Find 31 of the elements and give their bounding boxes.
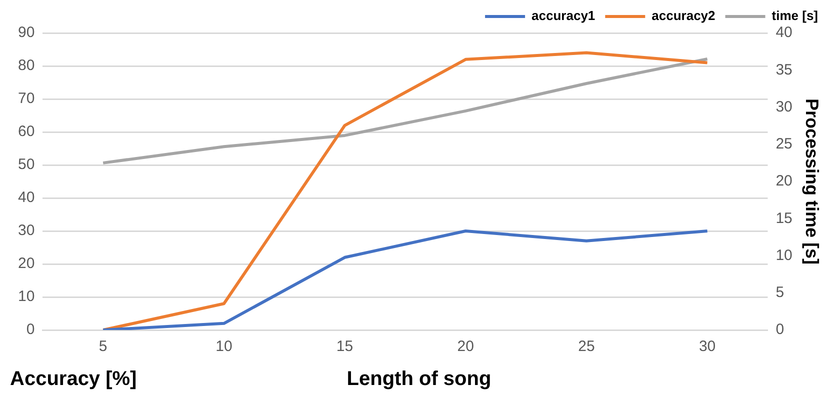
x-tick-label: 30: [698, 338, 716, 356]
x-tick-label: 10: [216, 338, 232, 356]
y-tick-label: 20: [18, 255, 35, 272]
y-tick-label: 30: [18, 222, 35, 240]
y-tick-label: 60: [18, 123, 35, 140]
y-tick-label: 80: [18, 57, 35, 74]
x-tick-label: 25: [578, 338, 595, 356]
y-tick-label: 0: [26, 321, 35, 338]
legend-label: time [s]: [772, 8, 818, 24]
y-tick-label: 50: [18, 156, 35, 174]
x-tick-label: 15: [336, 338, 354, 356]
y-axis-title: Accuracy [%]: [10, 368, 137, 391]
x-axis-title: Length of song: [346, 368, 492, 390]
legend-label: accuracy2: [652, 8, 716, 24]
y2-tick-label: 40: [776, 24, 792, 42]
y-tick-label: 90: [18, 24, 35, 42]
y2-tick-label: 10: [776, 246, 792, 264]
y2-tick-label: 0: [776, 321, 784, 338]
x-tick-label: 5: [98, 338, 108, 356]
y2-tick-label: 30: [776, 98, 792, 116]
y2-tick-label: 5: [776, 284, 784, 302]
y2-tick-label: 35: [776, 61, 792, 78]
y2-tick-label: 25: [776, 136, 792, 153]
y2-axis-title: Processing time [s]: [802, 98, 822, 265]
x-tick-label: 20: [457, 338, 474, 356]
y-tick-label: 10: [18, 288, 35, 306]
legend-label: accuracy1: [532, 8, 596, 24]
y-tick-label: 40: [18, 189, 35, 206]
y2-tick-label: 20: [776, 172, 792, 190]
y-tick-label: 70: [18, 90, 35, 108]
y2-tick-label: 15: [776, 210, 792, 227]
